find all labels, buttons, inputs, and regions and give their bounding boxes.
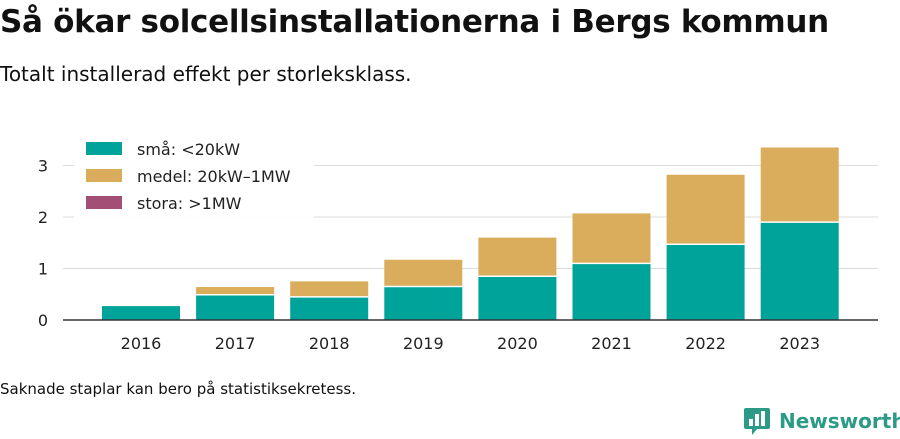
legend-swatch: [86, 169, 122, 182]
newsworthy-logo: Newsworthy: [743, 406, 900, 436]
legend-label: stora: >1MW: [137, 194, 242, 213]
x-tick-label: 2021: [591, 334, 632, 353]
legend-swatch: [86, 196, 122, 209]
bar-segment: [572, 263, 651, 320]
bar-segment: [290, 296, 369, 320]
x-tick-label: 2017: [215, 334, 256, 353]
y-tick-label: 3: [38, 157, 48, 176]
bars: [102, 147, 839, 320]
legend-swatch: [86, 142, 122, 155]
bar-segment: [384, 286, 463, 320]
bar-segment: [196, 287, 275, 295]
chart-title: Så ökar solcellsinstallationerna i Bergs…: [0, 4, 829, 40]
y-axis: 0 1 2 3: [38, 157, 48, 331]
x-axis: 2016 2017 2018 2019 2020 2021 2022 2023: [63, 319, 878, 353]
bar-segment: [102, 306, 180, 320]
footnote: Saknade staplar kan bero på statistiksek…: [0, 380, 357, 398]
bar-segment: [290, 281, 369, 297]
y-tick-label: 0: [38, 311, 48, 330]
legend: små: <20kW medel: 20kW–1MW stora: >1MW: [74, 136, 314, 218]
bar-segment: [760, 147, 839, 223]
x-tick-label: 2023: [779, 334, 820, 353]
bar-segment: [666, 174, 745, 245]
bar-segment: [666, 244, 745, 320]
y-tick-label: 2: [38, 208, 48, 227]
chart-subtitle: Totalt installerad effekt per storlekskl…: [0, 62, 412, 86]
logo-text: Newsworthy: [779, 409, 900, 433]
x-tick-label: 2022: [685, 334, 726, 353]
bar-segment: [572, 213, 651, 264]
bar-segment: [478, 276, 557, 320]
stacked-bar-chart: 0 1 2 3 2016 2017 2018 2019 2020 2021 2022 2023 sm…: [37, 136, 878, 353]
bar-segment: [196, 294, 275, 320]
x-tick-label: 2018: [309, 334, 350, 353]
x-tick-label: 2020: [497, 334, 538, 353]
bar-segment: [478, 237, 557, 277]
legend-label: små: <20kW: [137, 140, 240, 159]
legend-label: medel: 20kW–1MW: [137, 167, 291, 186]
bar-segment: [384, 259, 463, 287]
bar-chart-speech-bubble-icon: [744, 408, 770, 435]
bar-segment: [760, 222, 839, 320]
x-tick-label: 2019: [403, 334, 444, 353]
x-tick-label: 2016: [121, 334, 162, 353]
y-tick-label: 1: [38, 260, 48, 279]
